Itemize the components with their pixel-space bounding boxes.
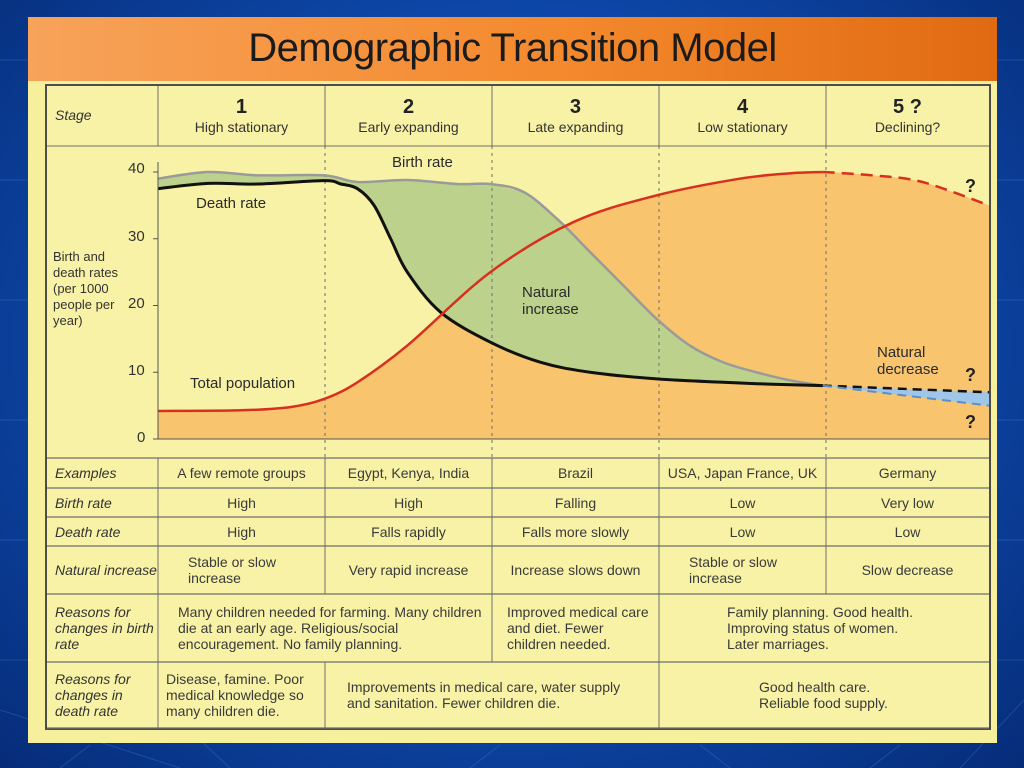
reasons-death-stage-4-5: Good health care. Reliable food supply. <box>759 679 888 711</box>
y-axis-label: Birth and death rates (per 1000 people p… <box>53 249 119 328</box>
question-mark-birth: ? <box>965 365 976 385</box>
birth-rate-label: Birth rate <box>392 154 453 171</box>
title-bar: Demographic Transition Model <box>28 17 997 81</box>
reasons-death-stage-1: Disease, famine. Poor medical knowledge … <box>166 671 304 719</box>
death-rate-stage-3: Falls more slowly <box>521 523 630 540</box>
row-label-birth-rate: Birth rate <box>55 494 112 511</box>
examples-stage-5: Germany <box>878 465 937 481</box>
header-stage-1: 1 High stationary <box>194 96 289 135</box>
reasons-death-stage-2-3: Improvements in medical care, water supp… <box>347 679 621 711</box>
header-stage-4: 4 Low stationary <box>697 96 788 135</box>
slide-title: Demographic Transition Model <box>248 26 777 70</box>
header-stage-2: 2 Early expanding <box>358 96 459 135</box>
natural-increase-stage-2: Very rapid increase <box>348 562 469 578</box>
reasons-birth-stage-3: Improved medical care and diet. Fewer ch… <box>507 604 649 652</box>
total-population-line <box>157 170 823 413</box>
death-rate-label: Death rate <box>196 195 267 212</box>
natural-increase-stage-1: Stable or slow increase <box>188 554 276 586</box>
examples-stage-3: Brazil <box>557 465 593 481</box>
birth-rate-stage-2: High <box>394 494 423 511</box>
death-rate-stage-5: Low <box>894 523 921 540</box>
birth-rate-stage-4: Low <box>729 494 756 511</box>
row-label-natural-increase: Natural increase <box>55 562 157 578</box>
natural-increase-label: Natural increase <box>522 284 579 318</box>
row-label-death-rate: Death rate <box>55 523 121 540</box>
natural-increase-area <box>158 172 823 386</box>
natural-increase-stage-5: Slow decrease <box>861 562 954 578</box>
total-population-projected-line <box>822 170 990 207</box>
examples-stage-4: USA, Japan France, UK <box>667 465 818 481</box>
total-population-label: Total population <box>190 375 296 392</box>
question-mark-population: ? <box>965 176 976 196</box>
y-tick-0: 0 <box>137 429 146 446</box>
header-stage-label: Stage <box>55 107 92 123</box>
natural-decrease-label: Natural decrease <box>877 344 939 378</box>
y-tick-30: 30 <box>128 228 145 245</box>
death-rate-stage-4: Low <box>729 523 756 540</box>
examples-stage-2: Egypt, Kenya, India <box>347 465 470 481</box>
y-tick-20: 20 <box>128 295 145 312</box>
row-label-examples: Examples <box>55 465 117 481</box>
header-stage-5: 5 ? Declining? <box>874 96 941 135</box>
natural-increase-stage-4: Stable or slow increase <box>689 554 777 586</box>
birth-rate-stage-1: High <box>227 494 256 511</box>
birth-rate-stage-3: Falling <box>554 494 597 511</box>
examples-stage-1: A few remote groups <box>177 465 306 481</box>
death-rate-line <box>157 179 823 388</box>
row-label-reasons-death: Reasons for changes in death rate <box>55 671 131 719</box>
death-rate-stage-1: High <box>227 523 256 540</box>
death-rate-projected-line <box>822 384 990 407</box>
row-label-reasons-birth: Reasons for changes in birth rate <box>55 604 154 652</box>
y-tick-40: 40 <box>128 160 145 177</box>
natural-increase-stage-3: Increase slows down <box>510 562 641 578</box>
death-rate-stage-2: Falls rapidly <box>371 523 446 540</box>
birth-rate-line <box>157 170 823 387</box>
birth-rate-stage-5: Very low <box>881 494 934 511</box>
birth-rate-projected-line <box>822 384 990 394</box>
y-tick-10: 10 <box>128 362 145 379</box>
header-stage-3: 3 Late expanding <box>527 96 624 135</box>
question-mark-death: ? <box>965 412 976 432</box>
reasons-birth-stage-4-5: Family planning. Good health. Improving … <box>727 604 913 652</box>
reasons-birth-stage-1-2: Many children needed for farming. Many c… <box>178 604 482 652</box>
